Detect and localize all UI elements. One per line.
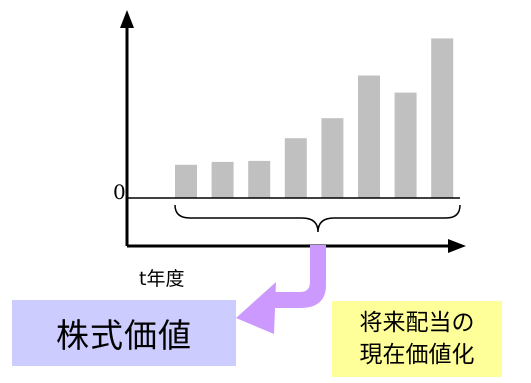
bar-3: [248, 160, 271, 198]
bar-6: [358, 75, 380, 198]
y-axis-arrowhead: [120, 10, 134, 28]
bar-2: [211, 161, 234, 198]
curly-brace: [174, 204, 461, 233]
stock-value-label: 株式価値: [56, 316, 192, 355]
bar-8: [431, 38, 454, 199]
present-value-line-1: 将来配当の: [359, 310, 475, 336]
bars-group: [175, 38, 454, 199]
baseline-zero-label: 0: [113, 180, 126, 204]
arrow-head: [236, 282, 276, 334]
curved-arrow: [236, 245, 326, 334]
bar-5: [321, 118, 344, 198]
x-axis-label: t年度: [139, 268, 185, 290]
x-axis-arrowhead: [448, 239, 466, 253]
present-value-line-2: 現在価値化: [359, 342, 475, 368]
arrow-shaft: [270, 245, 326, 308]
bar-1: [175, 164, 197, 199]
present-value-box: 将来配当の 現在価値化: [332, 301, 502, 377]
bar-7: [394, 92, 417, 198]
axes: [120, 10, 466, 253]
bar-4: [284, 138, 307, 198]
stock-value-box: 株式価値: [12, 300, 236, 366]
